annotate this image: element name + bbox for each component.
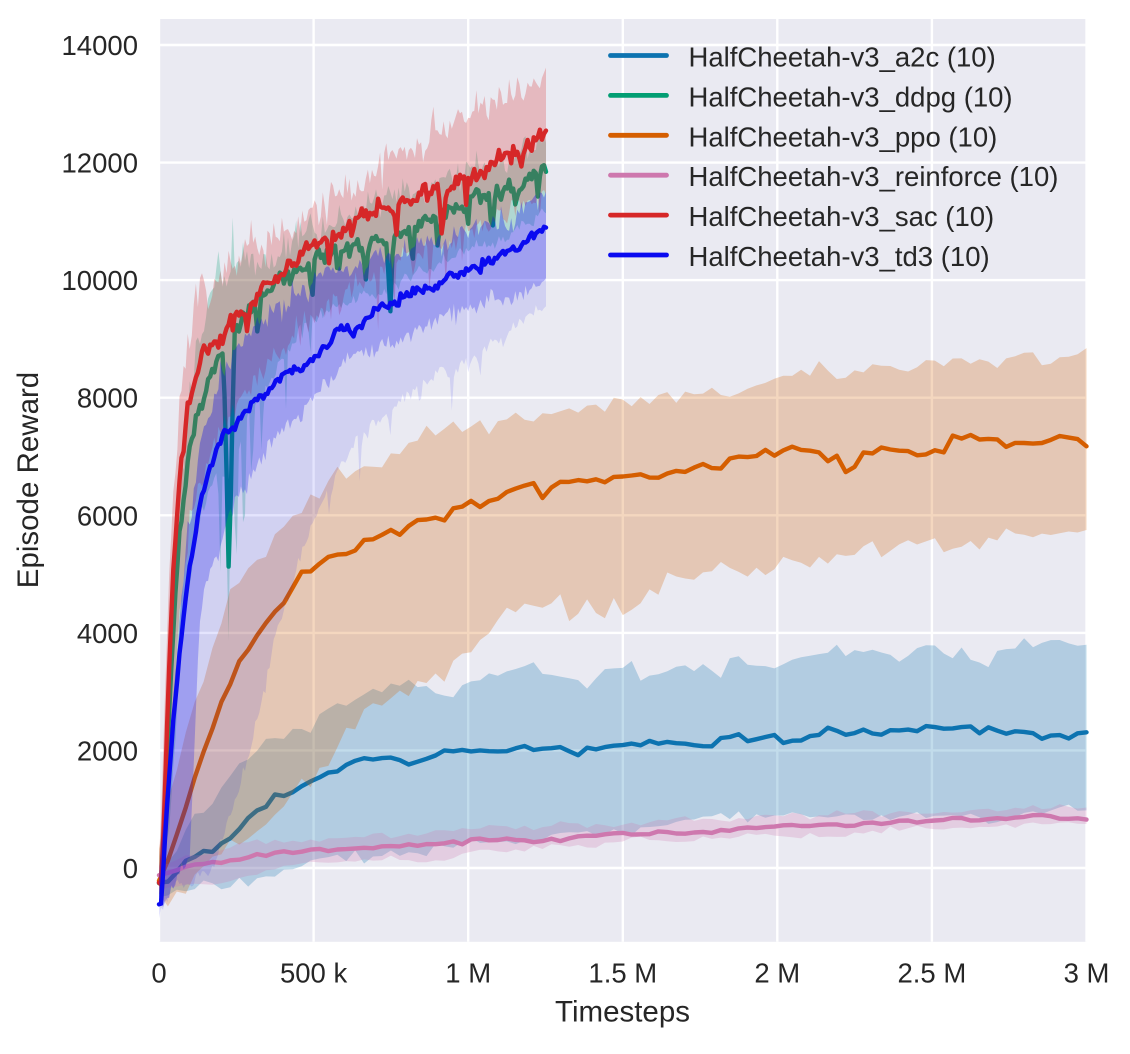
- svg-text:12000: 12000: [62, 148, 138, 179]
- svg-text:HalfCheetah-v3_ddpg (10): HalfCheetah-v3_ddpg (10): [689, 81, 1013, 112]
- svg-text:0: 0: [123, 853, 138, 884]
- svg-text:3 M: 3 M: [1064, 958, 1110, 989]
- svg-text:500 k: 500 k: [280, 958, 348, 989]
- svg-text:HalfCheetah-v3_a2c (10): HalfCheetah-v3_a2c (10): [689, 42, 996, 73]
- svg-text:2 M: 2 M: [754, 958, 800, 989]
- svg-text:10000: 10000: [62, 265, 138, 296]
- svg-text:HalfCheetah-v3_reinforce (10): HalfCheetah-v3_reinforce (10): [689, 161, 1059, 192]
- svg-text:14000: 14000: [62, 30, 138, 61]
- svg-text:0: 0: [151, 958, 166, 989]
- svg-text:2.5 M: 2.5 M: [898, 958, 967, 989]
- svg-text:1 M: 1 M: [445, 958, 491, 989]
- svg-text:8000: 8000: [77, 383, 138, 414]
- svg-text:HalfCheetah-v3_td3 (10): HalfCheetah-v3_td3 (10): [689, 241, 990, 272]
- svg-text:6000: 6000: [77, 500, 138, 531]
- svg-text:HalfCheetah-v3_ppo (10): HalfCheetah-v3_ppo (10): [689, 121, 998, 152]
- svg-text:Episode Reward: Episode Reward: [12, 372, 45, 588]
- svg-text:4000: 4000: [77, 618, 138, 649]
- svg-text:HalfCheetah-v3_sac (10): HalfCheetah-v3_sac (10): [689, 201, 995, 232]
- svg-text:1.5 M: 1.5 M: [588, 958, 657, 989]
- svg-text:2000: 2000: [77, 735, 138, 766]
- svg-text:Timesteps: Timesteps: [555, 996, 690, 1029]
